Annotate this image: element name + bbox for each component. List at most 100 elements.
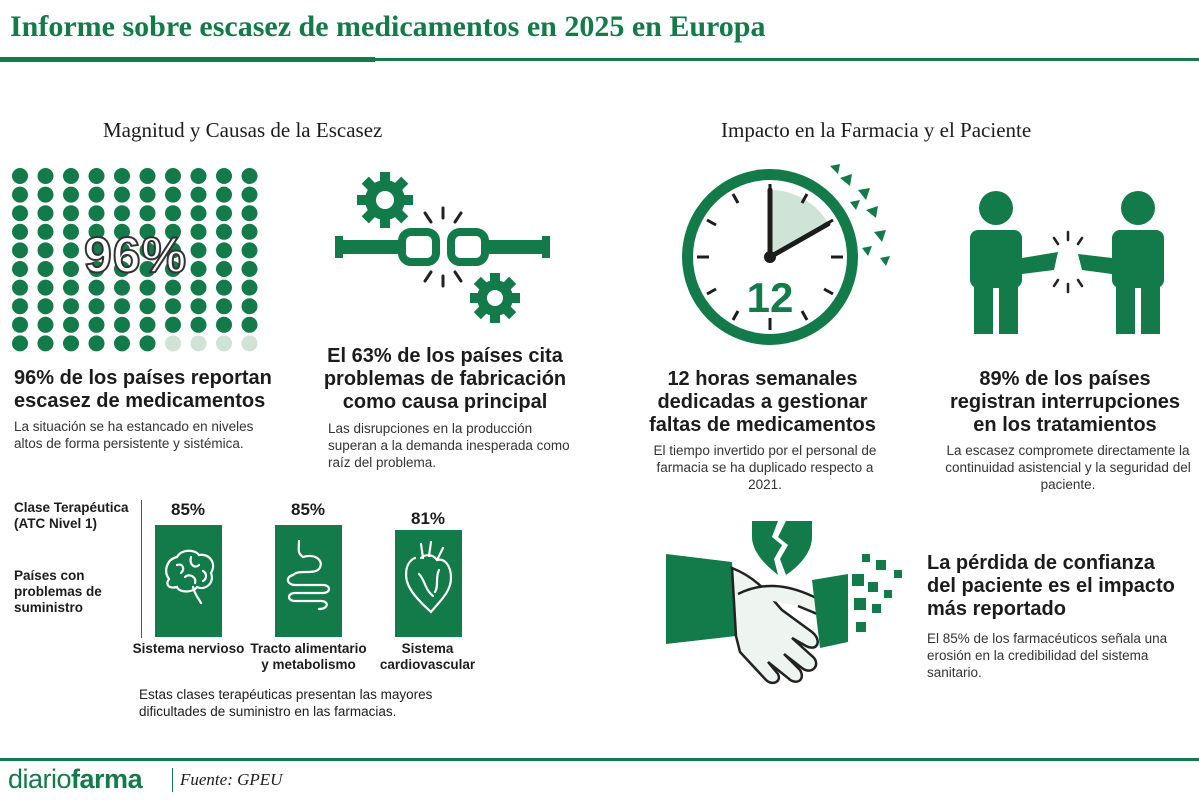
dot-filled: [114, 316, 130, 333]
dot-empty: [190, 335, 207, 352]
dot-filled: [114, 186, 130, 203]
dot-filled: [165, 316, 181, 333]
bar-value-label: 85%: [170, 500, 206, 519]
dot-filled: [88, 316, 105, 333]
dot-filled: [216, 205, 232, 222]
dot-filled: [88, 261, 105, 277]
source-text: Fuente: GPEU: [180, 770, 283, 789]
dot-filled: [12, 316, 28, 333]
dot-filled: [114, 298, 130, 315]
dot-filled: [37, 279, 54, 296]
dot-filled: [139, 223, 156, 240]
dot-empty: [165, 335, 181, 352]
title-divider-accent: [0, 57, 375, 62]
dot-filled: [165, 242, 181, 259]
dot-filled: [88, 186, 105, 203]
dot-filled: [63, 242, 79, 259]
dot-filled: [12, 168, 28, 184]
dot-filled: [241, 316, 258, 333]
stat-63-text: Las disrupciones en la producción supera…: [328, 421, 570, 470]
dot-filled: [63, 335, 79, 352]
dot-filled: [190, 186, 207, 203]
stat-63-headline: El 63% de los países cita problemas de f…: [323, 345, 567, 413]
dot-filled: [12, 242, 28, 259]
bar-tracto-alimentario: [275, 525, 342, 637]
dot-filled: [12, 223, 28, 240]
dot-filled: [37, 168, 54, 184]
footer-divider: [0, 758, 1199, 761]
dot-filled: [241, 242, 258, 259]
percent-overlay: 96%: [83, 226, 188, 284]
dot-filled: [241, 186, 258, 203]
dot-filled: [88, 205, 105, 222]
left-section-heading: Magnitud y Causas de la Escasez: [103, 118, 383, 142]
dot-filled: [63, 186, 79, 203]
dot-filled: [114, 242, 130, 259]
heart-icon: [405, 540, 453, 614]
dot-filled: [37, 335, 54, 352]
dot-filled: [12, 335, 28, 352]
countries-column-label: Países con problemas de suministro: [14, 568, 102, 615]
dot-filled: [37, 298, 54, 315]
dot-filled: [63, 223, 79, 240]
dot-filled: [190, 316, 207, 333]
dot-matrix-96: [12, 168, 258, 352]
dot-filled: [216, 316, 232, 333]
brain-icon: [165, 549, 215, 605]
dot-filled: [165, 168, 181, 184]
dot-filled: [165, 186, 181, 203]
dot-filled: [190, 298, 207, 315]
dot-filled: [139, 279, 156, 296]
stat-trust-headline: La pérdida de confianza del paciente es …: [927, 552, 1175, 620]
dot-filled: [241, 205, 258, 222]
page-title: Informe sobre escasez de medicamentos en…: [10, 10, 766, 43]
broken-heart-icon: [752, 521, 812, 575]
dot-filled: [88, 279, 105, 296]
dot-empty: [216, 335, 232, 352]
dot-filled: [88, 168, 105, 184]
category-label: Tracto alimentario y metabolismo: [250, 641, 367, 672]
dot-filled: [12, 261, 28, 277]
bar-sistema-nervioso: [155, 525, 222, 637]
dot-filled: [216, 261, 232, 277]
dot-filled: [190, 205, 207, 222]
dot-filled: [12, 205, 28, 222]
stat-89-headline: 89% de los países registran interrupcion…: [949, 368, 1181, 436]
dot-filled: [63, 261, 79, 277]
dot-filled: [139, 316, 156, 333]
dot-filled: [63, 298, 79, 315]
dot-filled: [63, 279, 79, 296]
diariofarma-logo: diariofarma: [8, 764, 143, 794]
dot-filled: [37, 223, 54, 240]
clock-number: 12: [747, 274, 794, 321]
dot-filled: [88, 223, 105, 240]
people-disconnect-icon: [970, 191, 1164, 334]
dot-filled: [63, 316, 79, 333]
dot-filled: [114, 223, 130, 240]
stat-96-headline: 96% de los países reportan escasez de me…: [14, 367, 272, 412]
dot-filled: [190, 261, 207, 277]
dot-filled: [37, 242, 54, 259]
dot-filled: [114, 205, 130, 222]
dot-filled: [216, 168, 232, 184]
dot-filled: [190, 279, 207, 296]
class-column-label: Clase Terapéutica (ATC Nivel 1): [14, 500, 129, 531]
dot-filled: [165, 261, 181, 277]
dot-filled: [37, 316, 54, 333]
dot-filled: [190, 223, 207, 240]
stat-trust-text: El 85% de los farmacéuticos señala una e…: [927, 631, 1168, 680]
dot-filled: [63, 168, 79, 184]
bar-value-label: 81%: [410, 509, 446, 528]
dot-filled: [88, 242, 105, 259]
stat-89-text: La escasez compromete directamente la co…: [945, 443, 1191, 492]
dot-filled: [139, 186, 156, 203]
dot-filled: [216, 298, 232, 315]
right-section-heading: Impacto en la Farmacia y el Paciente: [721, 118, 1032, 142]
dot-filled: [139, 261, 156, 277]
dot-filled: [114, 279, 130, 296]
dot-filled: [241, 298, 258, 315]
dot-filled: [114, 335, 130, 352]
stat-12h-headline: 12 horas semanales dedicadas a gestionar…: [649, 368, 876, 436]
dot-filled: [216, 242, 232, 259]
dot-filled: [114, 261, 130, 277]
